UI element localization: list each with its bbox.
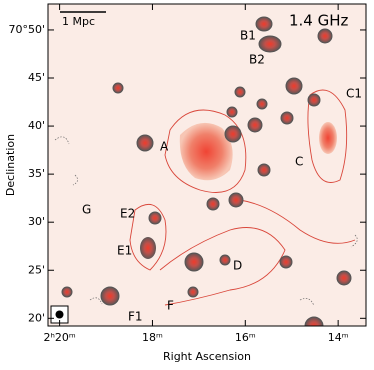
annotation: B2 [249, 53, 265, 67]
y-tick-label: 30' [28, 215, 45, 228]
y-tick-label: 45' [28, 71, 45, 84]
y-tick-label: 20' [28, 311, 45, 324]
annotation: F [167, 299, 174, 313]
beam [55, 310, 64, 319]
radio-image [48, 4, 366, 326]
y-axis-label: Declination [4, 134, 17, 196]
x-tick-label: 14ᵐ [328, 331, 349, 344]
plot-frame [47, 3, 367, 327]
y-tick-label: 35' [28, 167, 45, 180]
y-tick-label: 70°50' [8, 23, 45, 36]
scale-bar-label: 1 Mpc [62, 15, 95, 28]
annotation: C [295, 155, 303, 169]
x-tick-label: 18ᵐ [142, 331, 163, 344]
y-tick-label: 25' [28, 263, 45, 276]
x-axis-label: Right Ascension [163, 350, 251, 363]
annotation: E2 [120, 207, 135, 221]
annotation: B1 [240, 29, 256, 43]
annotation: F1 [128, 310, 143, 324]
x-tick-label: 16ᵐ [235, 331, 256, 344]
annotation: A [160, 140, 169, 154]
x-tick-label: 2ʰ20ᵐ [43, 331, 75, 344]
y-tick-label: 40' [28, 119, 45, 132]
annotation: G [82, 203, 91, 217]
annotation: E1 [117, 244, 132, 258]
annotation: C1 [346, 87, 362, 101]
frequency-label: 1.4 GHz [289, 12, 349, 30]
annotation: D [233, 259, 242, 273]
